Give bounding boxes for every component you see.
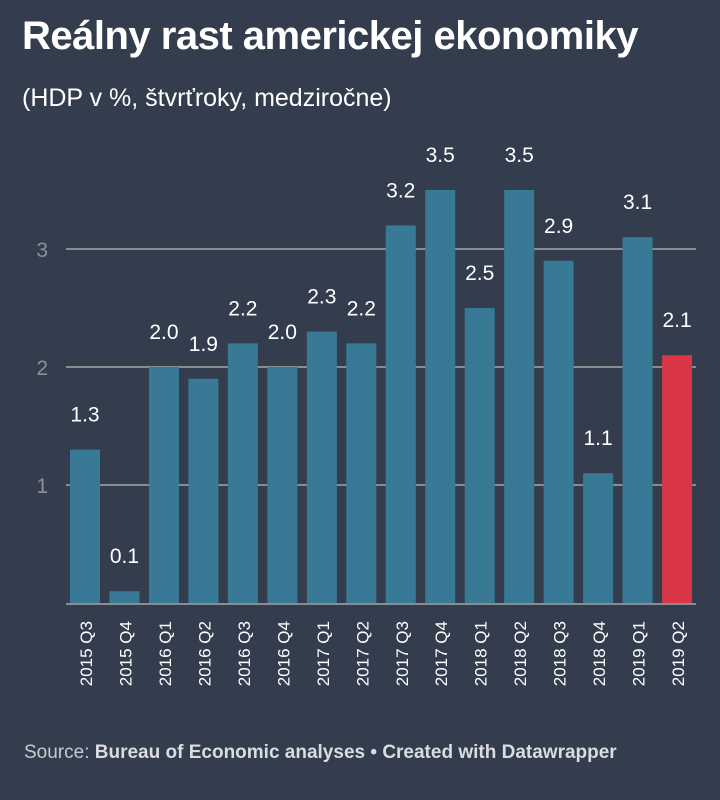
x-tick-label: 2018 Q3 <box>551 621 570 686</box>
bar <box>267 367 298 603</box>
bar <box>306 331 337 603</box>
value-label: 2.0 <box>268 321 297 344</box>
y-tick-label: 2 <box>36 357 48 380</box>
value-label: 2.2 <box>228 297 257 320</box>
value-label: 2.0 <box>149 321 178 344</box>
x-tick-label: 2016 Q2 <box>195 621 214 686</box>
source-name: Bureau of Economic analyses <box>94 742 366 763</box>
bar <box>622 237 653 603</box>
x-tick-label: 2018 Q2 <box>511 621 530 686</box>
bar <box>148 367 179 603</box>
value-label: 2.3 <box>307 286 336 309</box>
credit-link[interactable]: Created with Datawrapper <box>382 742 617 763</box>
value-label: 0.1 <box>110 545 139 568</box>
value-label: 3.5 <box>505 144 534 167</box>
bar <box>227 343 258 603</box>
bar <box>385 225 416 603</box>
bars <box>70 190 693 603</box>
x-tick-label: 2015 Q4 <box>116 621 135 686</box>
value-label: 1.1 <box>584 427 613 450</box>
bar <box>188 378 219 603</box>
value-label: 3.2 <box>386 179 415 202</box>
bar <box>504 190 535 603</box>
x-tick-label: 2017 Q2 <box>353 621 372 686</box>
bar <box>583 473 614 603</box>
y-tick-label: 3 <box>36 239 48 262</box>
x-tick-label: 2019 Q2 <box>669 621 688 686</box>
bar <box>425 190 456 603</box>
x-tick-label: 2016 Q3 <box>235 621 254 686</box>
footer-separator: • <box>370 742 378 763</box>
x-tick-label: 2019 Q1 <box>630 621 649 686</box>
x-tick-label: 2018 Q1 <box>472 621 491 686</box>
bar <box>346 343 377 603</box>
x-tick-label: 2016 Q4 <box>274 621 293 686</box>
value-label: 2.2 <box>347 297 376 320</box>
y-tick-label: 1 <box>36 475 48 498</box>
value-labels: 1.3 0.1 2.0 1.9 2.2 2.0 2.3 2.2 3.2 3.5 2.5 3.5 2.9 1… <box>70 144 691 568</box>
bar <box>543 260 574 603</box>
value-label: 2.9 <box>544 215 573 238</box>
x-tick-label: 2017 Q4 <box>432 621 451 686</box>
value-label: 3.5 <box>426 144 455 167</box>
x-tick-label: 2017 Q3 <box>393 621 412 686</box>
value-label: 3.1 <box>623 191 652 214</box>
value-label: 2.5 <box>465 262 494 285</box>
bar <box>464 308 495 603</box>
chart-subtitle: (HDP v %, štvrťroky, medziročne) <box>22 84 392 112</box>
bar <box>662 355 693 603</box>
x-tick-label: 2018 Q4 <box>590 621 609 686</box>
bar <box>70 449 100 603</box>
chart-title: Reálny rast americkej ekonomiky <box>22 14 638 58</box>
x-tick-label: 2016 Q1 <box>156 621 175 686</box>
value-label: 1.9 <box>189 333 218 356</box>
x-axis-labels: 2015 Q3 2015 Q4 2016 Q1 2016 Q2 2016 Q3 2016 … <box>77 621 688 686</box>
value-label: 1.3 <box>70 404 99 427</box>
x-tick-label: 2017 Q1 <box>314 621 333 686</box>
value-label: 2.1 <box>662 309 691 332</box>
x-tick-label: 2015 Q3 <box>77 621 96 686</box>
bar-chart: 1 2 3 1.3 0.1 2.0 1.9 2.2 2.0 2.3 2.2 3.2 3.5 2.5 3.5… <box>36 144 696 686</box>
bar <box>109 591 140 603</box>
footer: Source: Bureau of Economic analyses • Cr… <box>24 742 617 764</box>
y-axis-ticks: 1 2 3 <box>36 239 48 498</box>
source-label: Source: <box>24 742 90 763</box>
